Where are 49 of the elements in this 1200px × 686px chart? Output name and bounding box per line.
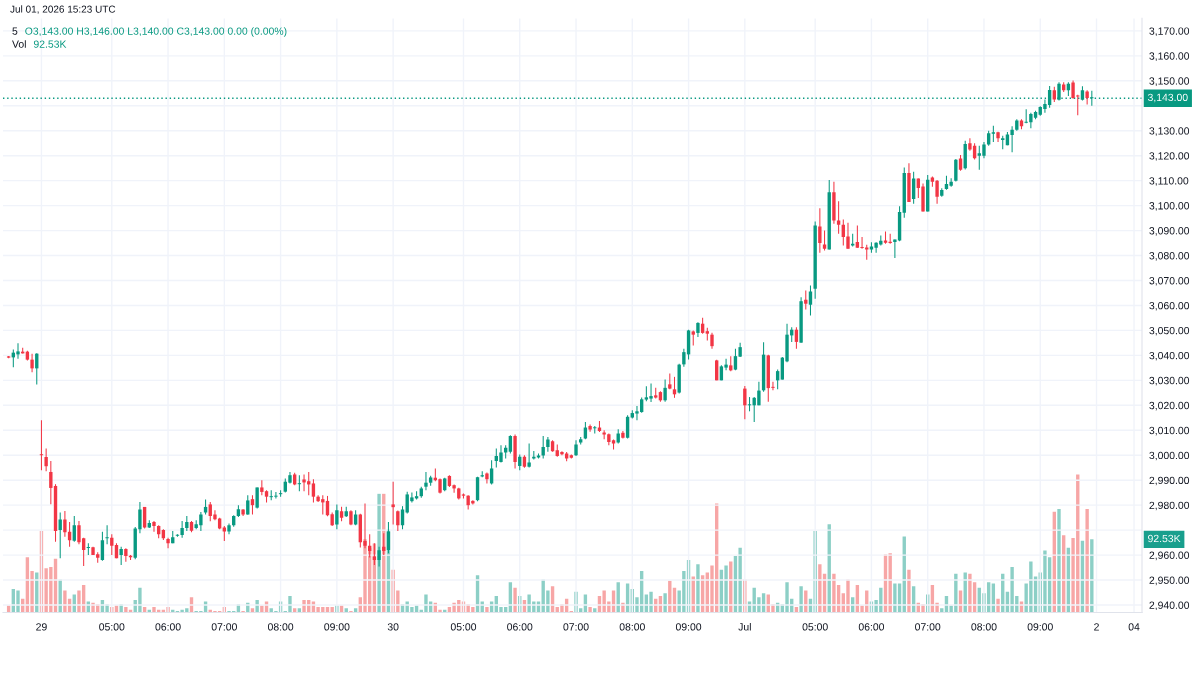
y-tick-label: 2,960.00 xyxy=(1149,551,1190,561)
x-tick-label: 05:00 xyxy=(802,623,828,631)
y-tick-label: 2,990.00 xyxy=(1149,476,1190,486)
x-tick-label: 09:00 xyxy=(324,623,350,631)
y-tick-label: 3,110.00 xyxy=(1149,177,1189,186)
y-tick-label: 3,060.00 xyxy=(1149,301,1190,311)
x-tick-label: Jul xyxy=(738,622,751,631)
y-tick-label: 3,150.00 xyxy=(1149,77,1190,86)
chart-title: Vol xyxy=(12,40,26,48)
x-tick-label: 07:00 xyxy=(211,623,237,631)
x-tick-label: 30 xyxy=(387,623,399,631)
y-tick-label: 3,010.00 xyxy=(1149,426,1190,436)
x-tick-label: 05:00 xyxy=(99,623,125,631)
x-tick-label: 08:00 xyxy=(971,623,997,631)
y-tick-label: 3,000.00 xyxy=(1149,451,1190,461)
ref-line-label: 3,143.00 xyxy=(1147,93,1188,103)
y-tick-label: 3,040.00 xyxy=(1149,351,1190,361)
y-tick-label: 3,080.00 xyxy=(1149,252,1190,261)
y-tick-label: 3,160.00 xyxy=(1149,52,1190,61)
chart-subtitle: 92.53K xyxy=(33,40,67,48)
y-tick-label: 3,050.00 xyxy=(1149,326,1190,336)
x-tick-label: 29 xyxy=(36,623,47,631)
x-tick-label: 07:00 xyxy=(563,623,589,631)
x-tick-label: 07:00 xyxy=(915,623,941,631)
text: Jul 01, 2026 15:23 UTC xyxy=(10,5,116,14)
text: 5 xyxy=(12,27,18,35)
y-tick-label: 3,090.00 xyxy=(1149,227,1190,236)
x-tick-label: 05:00 xyxy=(450,623,477,631)
x-tick-label: 06:00 xyxy=(507,623,533,631)
x-tick-label: 06:00 xyxy=(155,623,181,631)
y-tick-label: 3,020.00 xyxy=(1149,401,1190,411)
y-tick-label: 3,030.00 xyxy=(1149,376,1190,386)
y-tick-label: 2,950.00 xyxy=(1149,576,1190,586)
x-tick-label: 06:00 xyxy=(858,623,885,631)
x-tick-label: 09:00 xyxy=(675,623,702,631)
annotation: 92.53K xyxy=(1148,534,1181,543)
y-tick-label: 3,070.00 xyxy=(1149,277,1190,286)
x-tick-label: 04 xyxy=(1128,623,1140,631)
text: O3,143.00 H3,146.00 L3,140.00 C3,143.00 0.00 (0.00%) xyxy=(25,27,287,37)
x-tick-label: 09:00 xyxy=(1027,623,1053,631)
y-tick-label: 3,100.00 xyxy=(1149,202,1190,211)
y-tick-label: 2,980.00 xyxy=(1149,501,1190,511)
y-tick-label: 3,130.00 xyxy=(1149,127,1190,136)
y-tick-label: 3,170.00 xyxy=(1149,27,1190,36)
y-tick-label: 2,940.00 xyxy=(1149,601,1190,611)
y-tick-label: 3,120.00 xyxy=(1149,152,1190,161)
x-tick-label: 2 xyxy=(1094,623,1099,631)
x-tick-label: 08:00 xyxy=(267,623,294,631)
x-tick-label: 08:00 xyxy=(619,623,645,631)
